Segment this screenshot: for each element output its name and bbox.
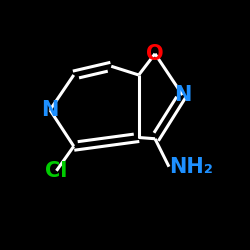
Text: Cl: Cl xyxy=(45,161,68,181)
Text: N: N xyxy=(41,100,59,120)
Text: O: O xyxy=(146,44,164,64)
Text: N: N xyxy=(174,85,191,105)
Text: NH₂: NH₂ xyxy=(169,157,213,177)
